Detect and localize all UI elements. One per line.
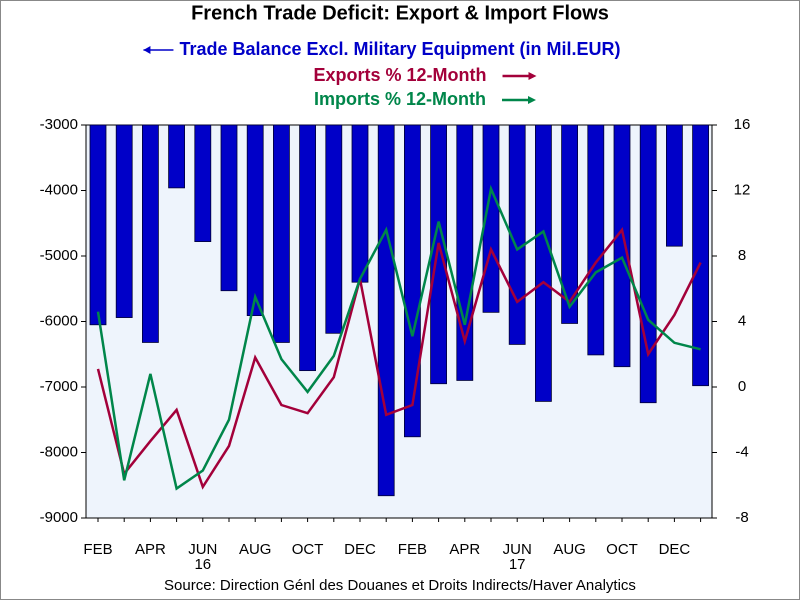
bar — [535, 124, 552, 402]
bar — [377, 124, 395, 497]
y2-tick-label: 16 — [734, 116, 751, 133]
source: Source: Direction Génl des Douanes et Dr… — [164, 577, 636, 594]
x-tick-label: JUN — [188, 541, 217, 558]
y2-tick-label: 12 — [734, 181, 751, 198]
y-tick-label: -4000 — [40, 181, 78, 198]
y2-tick-label: 8 — [738, 247, 746, 264]
bar — [325, 124, 343, 334]
x-tick-label: OCT — [292, 541, 324, 558]
x-tick-label: FEB — [398, 541, 427, 558]
y2-tick-label: 0 — [738, 378, 746, 395]
x-tick-label: DEC — [344, 541, 376, 558]
bar — [692, 124, 709, 387]
legend-arrow-head — [528, 72, 537, 80]
bar — [220, 124, 238, 292]
y2-tick-label: 4 — [738, 312, 746, 329]
bar — [89, 124, 107, 326]
y-tick-label: -9000 — [40, 509, 78, 526]
bar — [561, 124, 578, 324]
x-tick-label: OCT — [606, 541, 638, 558]
bar — [666, 124, 683, 247]
bar — [639, 124, 657, 404]
y-tick-label: -8000 — [40, 443, 78, 460]
bar — [141, 124, 159, 343]
y2-tick-label: -4 — [735, 443, 748, 460]
bar — [194, 124, 212, 242]
bar — [246, 124, 264, 317]
bar — [299, 124, 317, 372]
bar — [272, 124, 290, 343]
x-tick-label: FEB — [83, 541, 112, 558]
legend-arrow-head — [528, 96, 537, 104]
y-tick-label: -6000 — [40, 312, 78, 329]
bar — [351, 124, 369, 283]
legend-label: Exports % 12-Month — [313, 65, 486, 85]
x-tick-label: AUG — [239, 541, 272, 558]
legend-arrow-head — [143, 46, 151, 54]
y2-tick-label: -8 — [735, 509, 748, 526]
line-series — [96, 184, 701, 491]
y-tick-label: -5000 — [40, 247, 78, 264]
x-year-label: 16 — [194, 556, 211, 573]
bar — [168, 124, 186, 189]
bar — [613, 124, 631, 368]
x-tick-label: AUG — [553, 541, 586, 558]
bar — [430, 124, 448, 385]
bar — [115, 124, 133, 318]
x-year-label: 17 — [509, 556, 526, 573]
legend-label: Trade Balance Excl. Military Equipment (… — [179, 39, 620, 59]
x-tick-label: JUN — [503, 541, 532, 558]
bar — [403, 124, 421, 438]
bar — [456, 124, 474, 381]
bar — [508, 124, 526, 345]
x-tick-label: APR — [449, 541, 480, 558]
bar — [587, 124, 605, 356]
chart-title: French Trade Deficit: Export & Import Fl… — [191, 2, 609, 24]
y-tick-label: -3000 — [40, 116, 78, 133]
x-tick-label: APR — [135, 541, 166, 558]
x-tick-label: DEC — [659, 541, 691, 558]
y-tick-label: -7000 — [40, 378, 78, 395]
legend-label: Imports % 12-Month — [314, 89, 486, 109]
